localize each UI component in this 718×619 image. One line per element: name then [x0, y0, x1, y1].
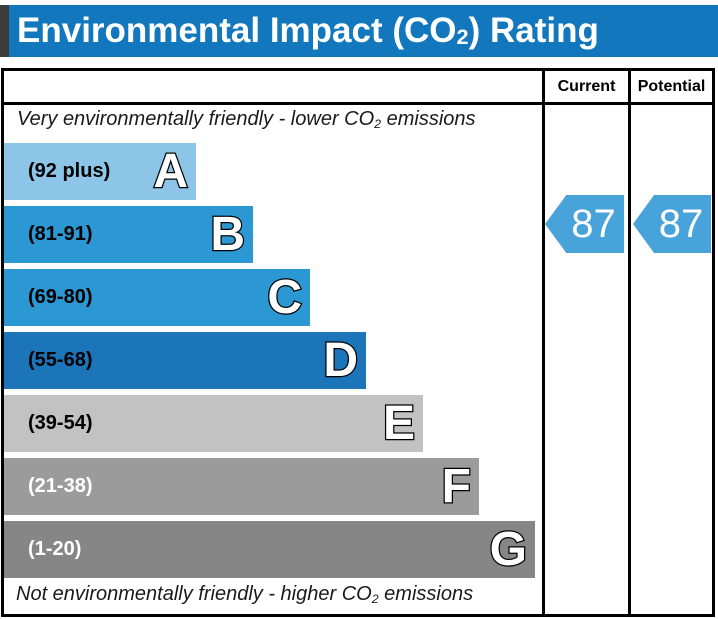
rating-table: Very environmentally friendly - lower CO… — [1, 68, 715, 617]
bottom-note-suffix: emissions — [378, 583, 474, 605]
bottom-note-subscript: 2 — [371, 592, 379, 607]
band-b-range-label: (81-91) — [28, 223, 93, 245]
band-b-letter: B — [209, 207, 246, 261]
potential-column-header: Potential — [637, 77, 706, 95]
page-title-suffix: ) Rating — [468, 11, 599, 50]
top-note: Very environmentally friendly - lower CO… — [4, 108, 547, 131]
band-b: (81-91) B — [4, 206, 253, 263]
top-note-prefix: Very environmentally friendly - lower CO — [17, 108, 375, 130]
band-c-range-label: (69-80) — [28, 286, 93, 308]
band-c: (69-80) C — [4, 269, 310, 326]
band-g: (1-20) G — [4, 521, 535, 578]
band-g-letter: G — [488, 522, 528, 576]
potential-rating-value: 87 — [658, 202, 704, 246]
band-d: (55-68) D — [4, 332, 366, 389]
band-e-range-label: (39-54) — [28, 412, 93, 434]
top-note-subscript: 2 — [374, 117, 382, 132]
bottom-note: Not environmentally friendly - higher CO… — [4, 583, 546, 606]
table-header-row — [4, 71, 712, 105]
current-rating-value: 87 — [571, 202, 616, 246]
band-g-range-label: (1-20) — [28, 538, 82, 560]
band-a: (92 plus) A — [4, 143, 196, 200]
band-e: (39-54) E — [4, 395, 423, 452]
band-d-letter: D — [322, 333, 359, 387]
band-f-letter: F — [440, 459, 472, 513]
top-note-suffix: emissions — [381, 108, 476, 130]
title-bar: Environmental Impact (CO 2) Rating — [0, 5, 718, 57]
bottom-note-prefix: Not environmentally friendly - higher CO — [16, 583, 372, 605]
band-c-letter: C — [266, 270, 303, 324]
band-a-letter: A — [152, 144, 189, 198]
page-title-subscript: 2 — [456, 24, 469, 50]
title-bar-edge — [0, 5, 9, 57]
band-f-range-label: (21-38) — [28, 475, 93, 497]
band-d-range-label: (55-68) — [28, 349, 93, 371]
band-f: (21-38) F — [4, 458, 479, 515]
page-title: Environmental Impact (CO 2) Rating — [17, 5, 599, 57]
page-title-prefix: Environmental Impact (CO — [17, 11, 457, 50]
potential-column: Potential — [628, 71, 712, 614]
current-column: Current — [542, 71, 628, 614]
band-e-letter: E — [382, 396, 417, 450]
current-column-header: Current — [557, 77, 616, 95]
band-a-range-label: (92 plus) — [28, 160, 111, 182]
